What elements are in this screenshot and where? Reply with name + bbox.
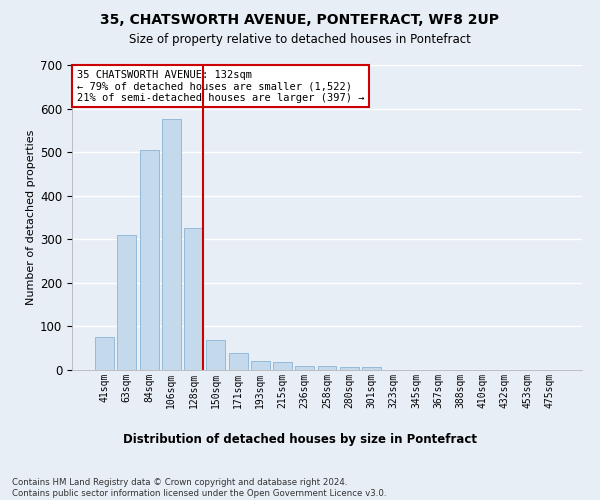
- Bar: [273, 362, 292, 370]
- Y-axis label: Number of detached properties: Number of detached properties: [26, 130, 36, 305]
- Bar: [295, 366, 314, 370]
- Bar: [317, 366, 337, 370]
- Bar: [229, 352, 248, 370]
- Bar: [340, 366, 359, 370]
- Bar: [362, 367, 381, 370]
- Text: Size of property relative to detached houses in Pontefract: Size of property relative to detached ho…: [129, 32, 471, 46]
- Bar: [140, 150, 158, 370]
- Text: Contains HM Land Registry data © Crown copyright and database right 2024.
Contai: Contains HM Land Registry data © Crown c…: [12, 478, 386, 498]
- Bar: [206, 340, 225, 370]
- Text: Distribution of detached houses by size in Pontefract: Distribution of detached houses by size …: [123, 432, 477, 446]
- Text: 35 CHATSWORTH AVENUE: 132sqm
← 79% of detached houses are smaller (1,522)
21% of: 35 CHATSWORTH AVENUE: 132sqm ← 79% of de…: [77, 70, 365, 103]
- Bar: [251, 362, 270, 370]
- Bar: [162, 120, 181, 370]
- Text: 35, CHATSWORTH AVENUE, PONTEFRACT, WF8 2UP: 35, CHATSWORTH AVENUE, PONTEFRACT, WF8 2…: [101, 12, 499, 26]
- Bar: [118, 235, 136, 370]
- Bar: [184, 228, 203, 370]
- Bar: [95, 338, 114, 370]
